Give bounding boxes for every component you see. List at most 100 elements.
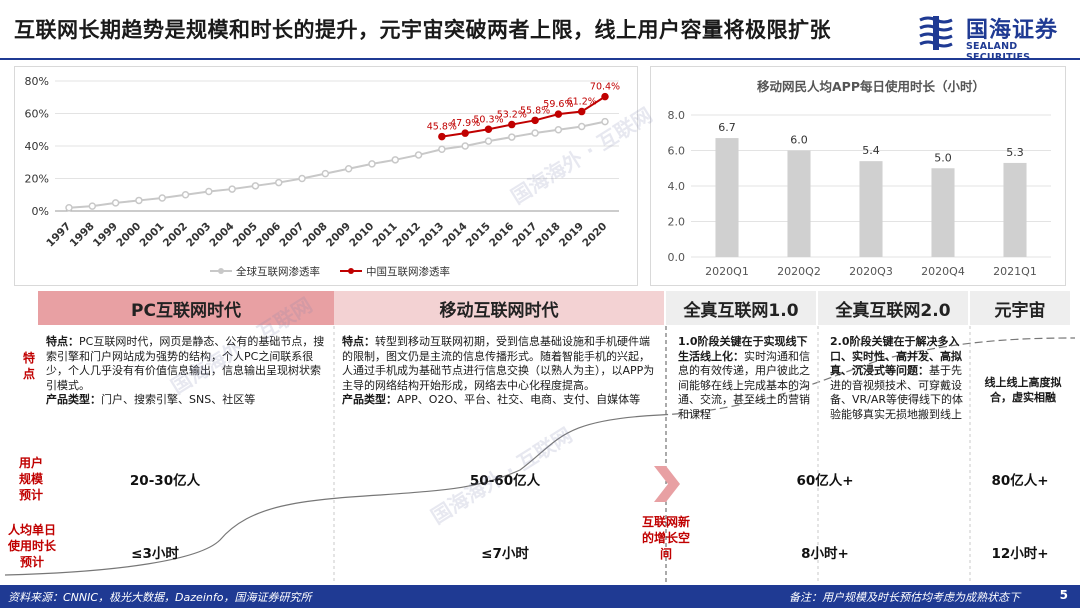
- bar: [931, 168, 955, 257]
- x-tick-label: 2015: [464, 220, 493, 249]
- x-tick-label: 2011: [371, 220, 400, 249]
- y-tick-label: 80%: [25, 75, 49, 88]
- data-label: 50.3%: [473, 114, 503, 125]
- data-point: [577, 122, 586, 131]
- x-tick-label: 1998: [68, 220, 97, 249]
- data-point: [461, 142, 469, 150]
- data-point: [321, 169, 330, 178]
- time-metaverse: 12小时+: [991, 546, 1049, 562]
- series-line: [441, 95, 606, 138]
- data-label: 61.2%: [567, 97, 597, 108]
- data-point: [391, 156, 400, 164]
- feature-mobile-body: 转型到移动互联网初期，受到信息基础设施和手机硬件端的限制，图文仍是主流的信息传播…: [342, 335, 655, 392]
- x-tick-label: 2000: [114, 220, 143, 249]
- users-v1v2: 60亿人+: [796, 473, 854, 489]
- data-point: [414, 151, 423, 159]
- data-point: [158, 194, 166, 202]
- feature-v1-body: 实时沟通和信息的有效传递，用户彼此之间能够在线上完成基本的沟通、交流，甚至线上的…: [678, 349, 810, 421]
- y-tick-label: 0%: [32, 205, 49, 218]
- feature-pc-body: PC互联网时代，网页是静态、公有的基础节点，搜索引擎和门户网站成为强势的结构，个…: [46, 335, 325, 392]
- row-label-time: 人均单日使用时长预计: [7, 523, 56, 569]
- data-point: [274, 178, 283, 187]
- x-tick-label: 2020Q3: [849, 265, 893, 278]
- x-tick-label: 2020Q4: [921, 265, 965, 278]
- usage-chart-panel: 移动网民人均APP每日使用时长（小时） 0.0 2.0 4.0 6.0 8.0 6.7 202…: [650, 66, 1066, 286]
- data-point: [88, 202, 97, 210]
- bar-value-label: 6.7: [718, 121, 736, 134]
- bar: [715, 138, 739, 257]
- feature-mobile: 特点：转型到移动互联网初期，受到信息基础设施和手机硬件端的限制，图文仍是主流的信…: [342, 335, 660, 408]
- y-tick-label: 40%: [25, 140, 49, 153]
- y-tick-label: 4.0: [668, 180, 686, 193]
- feature-pc-head: 特点：: [46, 335, 79, 348]
- bar-value-label: 5.0: [934, 151, 952, 164]
- data-point: [111, 199, 120, 207]
- chart-title: 移动网民人均APP每日使用时长（小时）: [757, 79, 985, 94]
- feature-pc: 特点：PC互联网时代，网页是静态、公有的基础节点，搜索引擎和门户网站成为强势的结…: [46, 335, 331, 408]
- logo-text-en: SEALAND SECURITIES: [966, 41, 1030, 63]
- bar: [859, 161, 883, 257]
- x-tick-label: 2018: [534, 220, 563, 249]
- data-point: [181, 191, 190, 199]
- source-note: 资料来源：CNNIC，极光大数据，Dazeinfo，国海证券研究所: [8, 591, 312, 604]
- era-v2-label: 全真互联网2.0: [835, 300, 951, 321]
- x-tick-label: 2008: [301, 220, 330, 249]
- series-line: [68, 120, 606, 209]
- x-tick-label: 2004: [207, 220, 236, 249]
- data-label: 45.8%: [427, 122, 457, 133]
- data-point: [438, 145, 446, 153]
- y-tick-label: 60%: [25, 108, 49, 121]
- feature-v1-head: 1.0阶段关键在于实现线下生活线上化：: [678, 335, 808, 363]
- era-pc: PC互联网时代: [38, 291, 334, 325]
- x-tick-label: 2013: [417, 220, 446, 249]
- data-label: 59.6%: [543, 99, 573, 110]
- x-tick-label: 2016: [487, 220, 516, 249]
- era-metaverse-label: 元宇宙: [994, 300, 1046, 321]
- data-point: [531, 129, 539, 137]
- data-point: [65, 204, 73, 212]
- users-metaverse: 80亿人+: [991, 473, 1049, 489]
- x-tick-label: 1999: [91, 220, 120, 249]
- data-point: [484, 137, 493, 145]
- time-mobile: ≤7小时: [481, 546, 529, 562]
- feature-pc-type-body: 门户、搜索引擎、SNS、社区等: [101, 393, 256, 406]
- bar: [1003, 162, 1027, 257]
- feature-v2-body: 基于先进的音视频技术、可穿戴设备、VR/AR等使得线下的体验能够真实无损地搬到线…: [830, 364, 964, 421]
- users-pc: 20-30亿人: [129, 473, 201, 489]
- remark-note: 备注：用户规模及时长预估均考虑为成熟状态下: [789, 591, 1020, 604]
- x-tick-label: 2019: [557, 220, 586, 249]
- x-tick-label: 2020: [580, 220, 609, 249]
- y-tick-label: 8.0: [668, 109, 686, 122]
- data-point: [368, 160, 376, 168]
- logo-text-cn: 国海证券: [966, 18, 1059, 43]
- era-v1: 全真互联网1.0: [666, 291, 816, 325]
- footer: 资料来源：CNNIC，极光大数据，Dazeinfo，国海证券研究所 备注：用户规…: [0, 585, 1080, 608]
- data-point: [531, 116, 539, 125]
- data-point: [228, 185, 236, 193]
- era-v2: 全真互联网2.0: [818, 291, 968, 325]
- data-point: [298, 174, 306, 183]
- title-divider: [0, 58, 1080, 60]
- penetration-line-chart: 0%20%40%60%80%19971998199920002001200220…: [25, 75, 621, 278]
- time-v1v2: 8小时+: [801, 546, 849, 562]
- usage-bar-chart: 移动网民人均APP每日使用时长（小时） 0.0 2.0 4.0 6.0 8.0 6.7 202…: [668, 79, 1051, 278]
- data-point: [251, 182, 260, 190]
- data-point: [577, 107, 586, 116]
- feature-v2: 2.0阶段关键在于解决多入口、实时性、高并发、高拟真、沉浸式等问题：基于先进的音…: [830, 335, 964, 422]
- data-point: [508, 133, 516, 141]
- data-point: [554, 110, 563, 118]
- row-label-users: 用户规模预计: [18, 456, 43, 502]
- data-point: [438, 132, 446, 141]
- y-tick-label: 2.0: [668, 216, 686, 229]
- penetration-chart-panel: 0% 20% 40% 60% 80% 1997 1998 1999 2000 2001 2002 20…: [14, 66, 638, 286]
- x-tick-label: 2001: [138, 220, 167, 249]
- data-point: [484, 125, 493, 134]
- era-pc-label: PC互联网时代: [131, 300, 241, 321]
- x-tick-label: 2010: [347, 220, 376, 249]
- time-pc: ≤3小时: [131, 546, 179, 562]
- x-tick-label: 2002: [161, 220, 190, 249]
- legend-label: 全球互联网渗透率: [236, 265, 320, 278]
- x-tick-label: 2003: [184, 220, 213, 249]
- era-v1-label: 全真互联网1.0: [683, 300, 799, 321]
- data-point: [601, 92, 609, 101]
